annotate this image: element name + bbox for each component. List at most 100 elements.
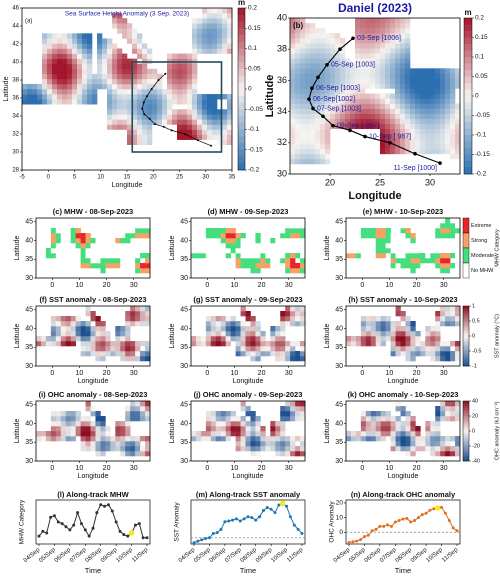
- x-tick-label: 0: [50, 370, 54, 377]
- field-cell: [420, 103, 426, 109]
- field-cell: [50, 431, 57, 437]
- field-cell: [395, 218, 401, 224]
- field-cell: [420, 253, 426, 259]
- field-cell: [55, 436, 62, 442]
- field-cell: [115, 436, 121, 442]
- field-cell: [22, 99, 28, 105]
- x-tick-label: 30: [285, 370, 293, 377]
- field-cell: [210, 238, 217, 244]
- field-cell: [60, 426, 67, 432]
- field-cell: [265, 436, 271, 442]
- field-cell: [227, 48, 233, 54]
- panel-title: (n) Along-track OHC anomaly: [351, 490, 456, 499]
- colorbar-step: [464, 154, 472, 162]
- y-tick-label: 32: [12, 132, 19, 138]
- field-cell: [435, 98, 441, 104]
- field-cell: [405, 43, 411, 49]
- y-tick-label: 35: [25, 344, 33, 351]
- field-cell: [142, 89, 148, 95]
- field-cell: [65, 426, 71, 432]
- x-axis-label: Longitude: [233, 473, 264, 480]
- field-cell: [95, 326, 101, 332]
- field-cell: [290, 321, 296, 327]
- field-cell: [385, 411, 391, 417]
- field-cell: [112, 73, 118, 80]
- field-cell: [167, 83, 173, 90]
- field-cell: [275, 258, 281, 264]
- field-cell: [60, 431, 67, 437]
- field-cell: [395, 243, 401, 249]
- field-cell: [325, 43, 331, 49]
- field-cell: [365, 83, 371, 89]
- field-cell: [400, 258, 406, 264]
- field-cell: [445, 88, 451, 94]
- field-cell: [430, 346, 436, 352]
- field-cell: [230, 426, 236, 432]
- field-cell: [80, 331, 86, 337]
- field-cell: [117, 94, 123, 100]
- field-cell: [300, 436, 306, 442]
- field-cell: [275, 431, 281, 437]
- field-cell: [295, 48, 301, 54]
- field-cell: [310, 98, 316, 104]
- field-cell: [295, 341, 301, 347]
- field-cell: [355, 113, 361, 119]
- field-cell: [300, 356, 306, 362]
- x-tick-label: 30: [285, 465, 293, 472]
- field-cell: [440, 113, 446, 119]
- field-cell: [405, 316, 411, 322]
- field-cell: [430, 93, 436, 99]
- field-cell: [285, 321, 291, 327]
- field-cell: [350, 73, 356, 79]
- field-cell: [435, 351, 441, 357]
- field-cell: [455, 78, 461, 84]
- field-cell: [415, 431, 421, 437]
- field-cell: [360, 233, 367, 239]
- field-cell: [375, 243, 381, 249]
- field-cell: [450, 401, 456, 407]
- field-cell: [235, 243, 241, 249]
- field-cell: [425, 113, 431, 119]
- field-cell: [182, 99, 188, 105]
- field-cell: [90, 351, 96, 357]
- field-cell: [345, 78, 351, 84]
- field-cell: [157, 104, 163, 110]
- field-cell: [375, 38, 381, 44]
- field-cell: [445, 128, 451, 135]
- field-cell: [405, 421, 411, 427]
- field-cell: [430, 118, 436, 124]
- x-axis-label: Longitude: [388, 473, 419, 480]
- field-cell: [65, 248, 71, 254]
- field-cell: [300, 93, 306, 99]
- field-cell: [405, 58, 411, 64]
- field-cell: [390, 68, 396, 74]
- field-cell: [370, 421, 377, 427]
- field-cell: [130, 416, 136, 422]
- field-cell: [167, 73, 173, 80]
- field-cell: [275, 336, 281, 342]
- field-cell: [400, 326, 406, 332]
- field-cell: [390, 93, 396, 99]
- field-cell: [67, 63, 73, 70]
- field-cell: [227, 33, 233, 39]
- field-cell: [370, 58, 376, 64]
- field-cell: [72, 58, 78, 64]
- field-cell: [295, 18, 301, 24]
- y-tick-label: 35: [180, 439, 188, 446]
- field-cell: [380, 118, 386, 124]
- field-cell: [360, 248, 367, 254]
- field-cell: [295, 351, 301, 357]
- map-frame: [190, 305, 306, 367]
- field-cell: [75, 431, 81, 437]
- field-cell: [430, 88, 436, 94]
- field-cell: [380, 341, 386, 347]
- field-cell: [112, 53, 118, 59]
- field-cell: [250, 258, 256, 264]
- field-cell: [182, 83, 188, 90]
- field-cell: [350, 93, 356, 99]
- field-cell: [290, 48, 296, 54]
- field-cell: [245, 441, 251, 447]
- field-cell: [435, 128, 441, 135]
- field-cell: [60, 321, 67, 327]
- field-cell: [100, 346, 106, 352]
